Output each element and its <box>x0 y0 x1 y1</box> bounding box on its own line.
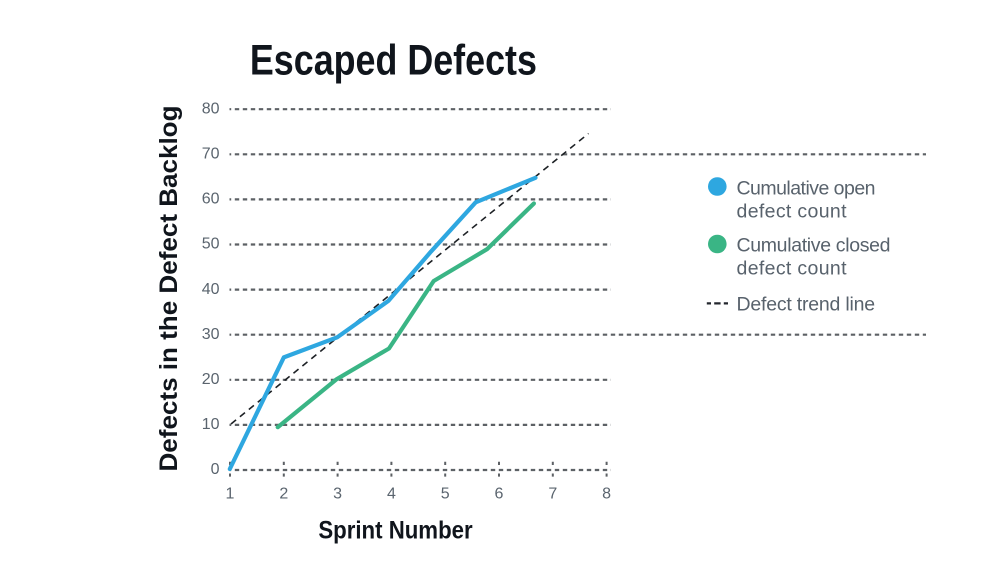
svg-text:2: 2 <box>279 486 288 503</box>
svg-text:6: 6 <box>495 486 504 503</box>
svg-text:Cumulative open: Cumulative open <box>737 177 876 199</box>
svg-text:Sprint Number: Sprint Number <box>318 517 473 545</box>
svg-text:70: 70 <box>202 146 220 163</box>
svg-text:80: 80 <box>202 100 220 117</box>
svg-text:50: 50 <box>202 236 220 253</box>
svg-text:4: 4 <box>387 486 396 503</box>
svg-text:1: 1 <box>226 486 235 503</box>
svg-text:defect count: defect count <box>737 200 848 222</box>
svg-text:40: 40 <box>202 281 220 298</box>
svg-text:3: 3 <box>333 486 342 503</box>
svg-text:0: 0 <box>211 461 220 478</box>
svg-text:30: 30 <box>202 326 220 343</box>
svg-text:10: 10 <box>202 416 220 433</box>
svg-text:Defects in the Defect Backlog: Defects in the Defect Backlog <box>155 106 183 472</box>
svg-text:defect count: defect count <box>737 258 848 280</box>
svg-text:7: 7 <box>548 486 557 503</box>
svg-text:Defect trend line: Defect trend line <box>737 293 876 315</box>
svg-text:20: 20 <box>202 371 220 388</box>
svg-text:Escaped Defects: Escaped Defects <box>250 36 537 84</box>
svg-text:60: 60 <box>202 191 220 208</box>
svg-text:Cumulative closed: Cumulative closed <box>737 235 891 257</box>
svg-text:5: 5 <box>441 486 450 503</box>
svg-text:8: 8 <box>602 486 611 503</box>
